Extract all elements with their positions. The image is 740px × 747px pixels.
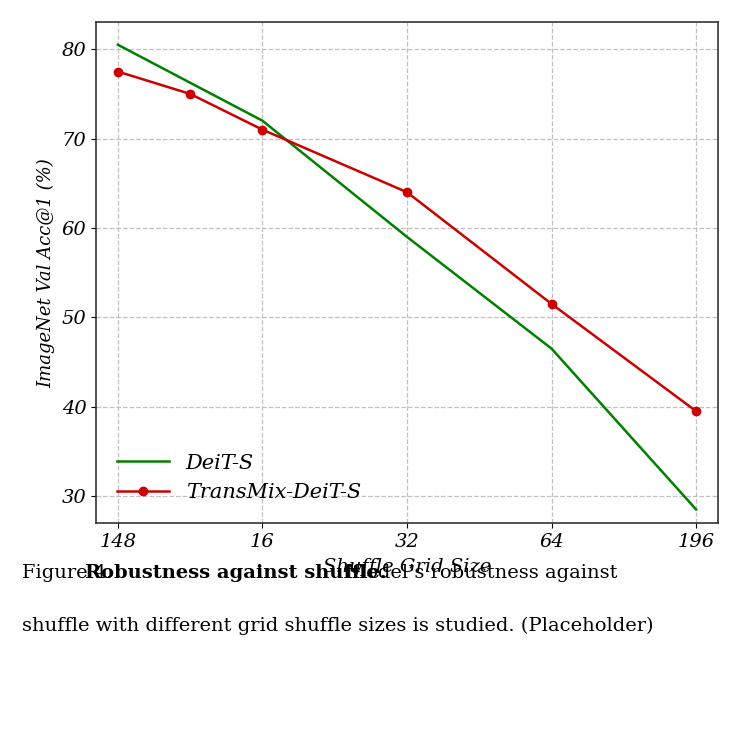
X-axis label: Shuffle Grid Size: Shuffle Grid Size — [323, 557, 491, 576]
Text: Robustness against shuffle.: Robustness against shuffle. — [85, 564, 387, 582]
Text: Figure 4.: Figure 4. — [22, 564, 119, 582]
Text: shuffle with different grid shuffle sizes is studied. (Placeholder): shuffle with different grid shuffle size… — [22, 616, 653, 634]
Y-axis label: ImageNet Val Acc@1 (%): ImageNet Val Acc@1 (%) — [36, 158, 55, 388]
Text: Model’s robustness against: Model’s robustness against — [340, 564, 618, 582]
Legend: DeiT-S, TransMix-DeiT-S: DeiT-S, TransMix-DeiT-S — [107, 443, 371, 512]
